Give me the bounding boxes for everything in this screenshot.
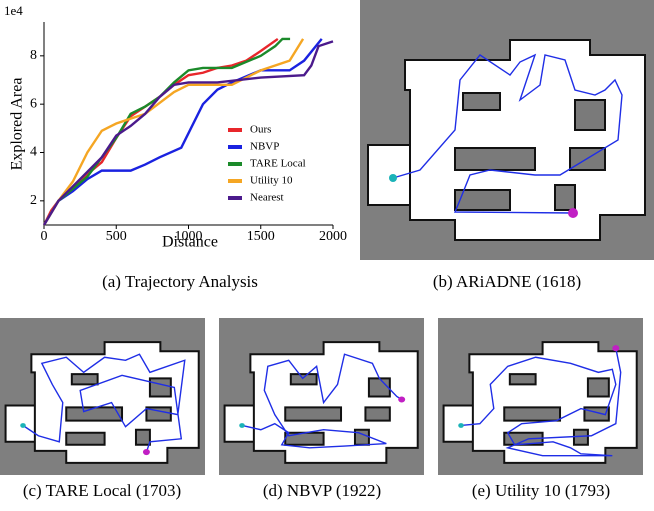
y-offset-label: 1e4 [4, 3, 23, 18]
legend-label: Utility 10 [250, 175, 293, 187]
caption: (a) Trajectory Analysis [102, 272, 258, 291]
x-tick-label: 500 [106, 229, 127, 244]
y-tick-label: 6 [30, 96, 37, 111]
caption: (e) Utility 10 (1793) [472, 481, 610, 500]
map-c [0, 318, 205, 475]
x-tick-label: 1000 [175, 229, 203, 244]
x-tick-label: 1500 [247, 229, 275, 244]
map-e [438, 318, 643, 475]
x-tick-label: 2000 [319, 229, 347, 244]
line [44, 39, 278, 225]
y-tick-label: 8 [30, 48, 37, 63]
legend-label: Ours [250, 124, 271, 136]
map-d [219, 318, 424, 475]
figure: 1e4 Distance Explored Area [0, 0, 654, 506]
legend-label: TARE Local [250, 158, 306, 170]
y-axis-label: Explored Area [9, 78, 26, 171]
trajectory-chart: 1e4 Distance Explored Area [4, 3, 333, 251]
caption: (b) ARiADNE (1618) [433, 272, 581, 291]
caption: (d) NBVP (1922) [263, 481, 381, 500]
y-tick-label: 4 [30, 145, 37, 160]
caption: (c) TARE Local (1703) [23, 481, 181, 500]
y-tick-label: 2 [30, 193, 37, 208]
legend-label: Nearest [250, 192, 284, 204]
x-tick-label: 0 [41, 229, 48, 244]
map-b [360, 0, 654, 260]
legend-label: NBVP [250, 141, 279, 153]
